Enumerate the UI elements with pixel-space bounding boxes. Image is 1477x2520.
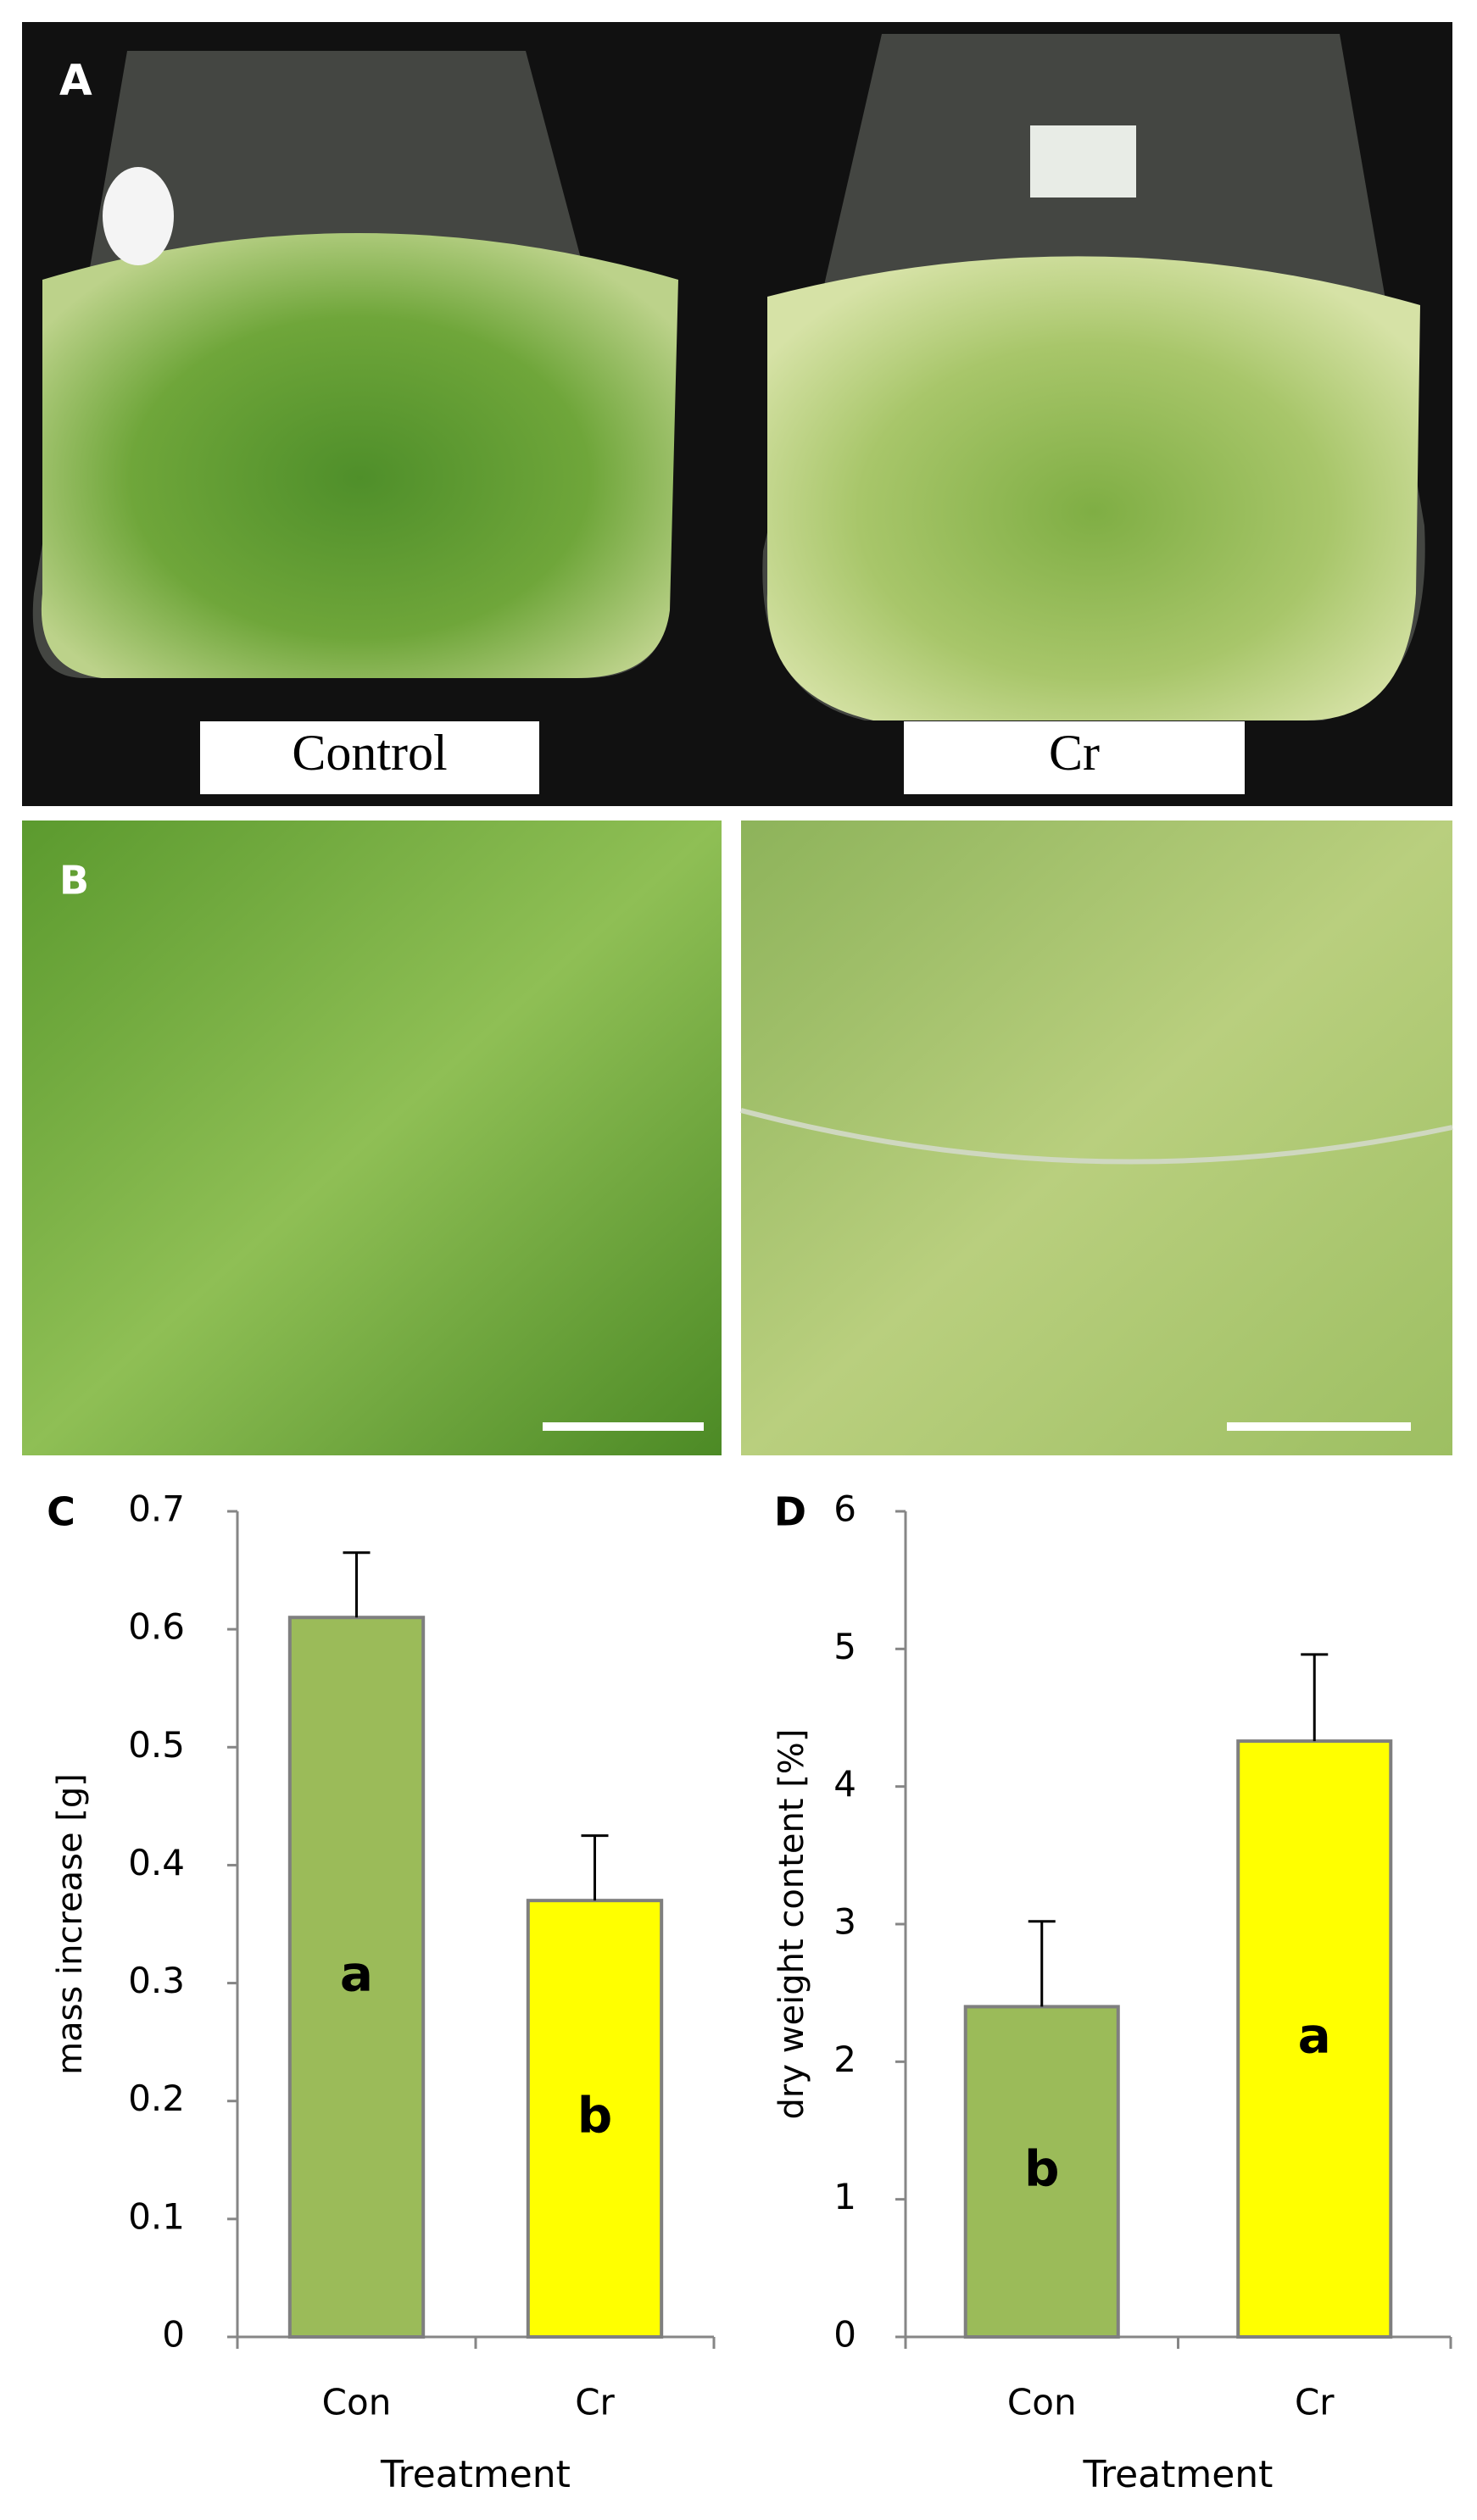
y-tick-label: 5 — [833, 1626, 856, 1667]
y-tick-label: 4 — [833, 1763, 856, 1805]
y-tick-label: 6 — [833, 1488, 856, 1530]
y-tick-label: 0 — [833, 2314, 856, 2356]
bar — [526, 1899, 664, 2339]
y-tick-label: 0.2 — [128, 2078, 185, 2119]
flask-label — [103, 167, 174, 265]
y-tick-label: 0.5 — [128, 1724, 185, 1766]
flask-plants — [41, 233, 678, 678]
caption-box — [200, 721, 539, 794]
y-tick-label: 3 — [833, 1901, 856, 1943]
bar — [287, 1616, 426, 2339]
photo-b-left — [22, 821, 722, 1455]
significance-letter: b — [1024, 2139, 1060, 2197]
error-bar — [1028, 1920, 1056, 2007]
x-tick-label: Con — [322, 2382, 392, 2423]
panel-label: D — [774, 1489, 806, 1535]
significance-letter: a — [340, 1945, 373, 2003]
x-tick-label: Cr — [575, 2382, 615, 2423]
flask-label — [1030, 125, 1136, 197]
y-tick-label: 0.1 — [128, 2195, 185, 2237]
x-tick-label: Con — [1007, 2382, 1077, 2423]
y-tick-label: 0 — [162, 2314, 185, 2356]
panel-label: C — [47, 1489, 75, 1535]
y-tick-label: 0.3 — [128, 1960, 185, 2001]
panel-label: B — [59, 858, 89, 904]
error-bar — [1301, 1653, 1329, 1742]
y-tick-label: 0.4 — [128, 1842, 185, 1883]
x-tick-label: Cr — [1295, 2382, 1335, 2423]
bar — [1236, 1739, 1393, 2339]
x-axis-title: Treatment — [1083, 2453, 1274, 2496]
panel-label: A — [59, 56, 92, 105]
y-axis-title: dry weight content [%] — [772, 1729, 811, 2120]
flask-plants — [766, 256, 1420, 720]
caption: Control — [292, 725, 447, 781]
x-axis-title: Treatment — [380, 2453, 571, 2496]
bar — [963, 2005, 1120, 2339]
caption: Cr — [1049, 725, 1100, 781]
flask-edge — [740, 1108, 1453, 1165]
photo-b-right — [741, 821, 1452, 1455]
y-tick-label: 1 — [833, 2176, 856, 2217]
error-bar — [581, 1834, 609, 1901]
significance-letter: b — [577, 2087, 613, 2145]
y-tick-label: 2 — [833, 2039, 856, 2080]
y-axis-title: mass increase [g] — [51, 1773, 90, 2075]
y-tick-label: 0.6 — [128, 1606, 185, 1648]
significance-letter: a — [1298, 2007, 1331, 2065]
y-tick-label: 0.7 — [128, 1488, 185, 1530]
caption-box — [904, 721, 1245, 794]
error-bar — [343, 1551, 371, 1618]
